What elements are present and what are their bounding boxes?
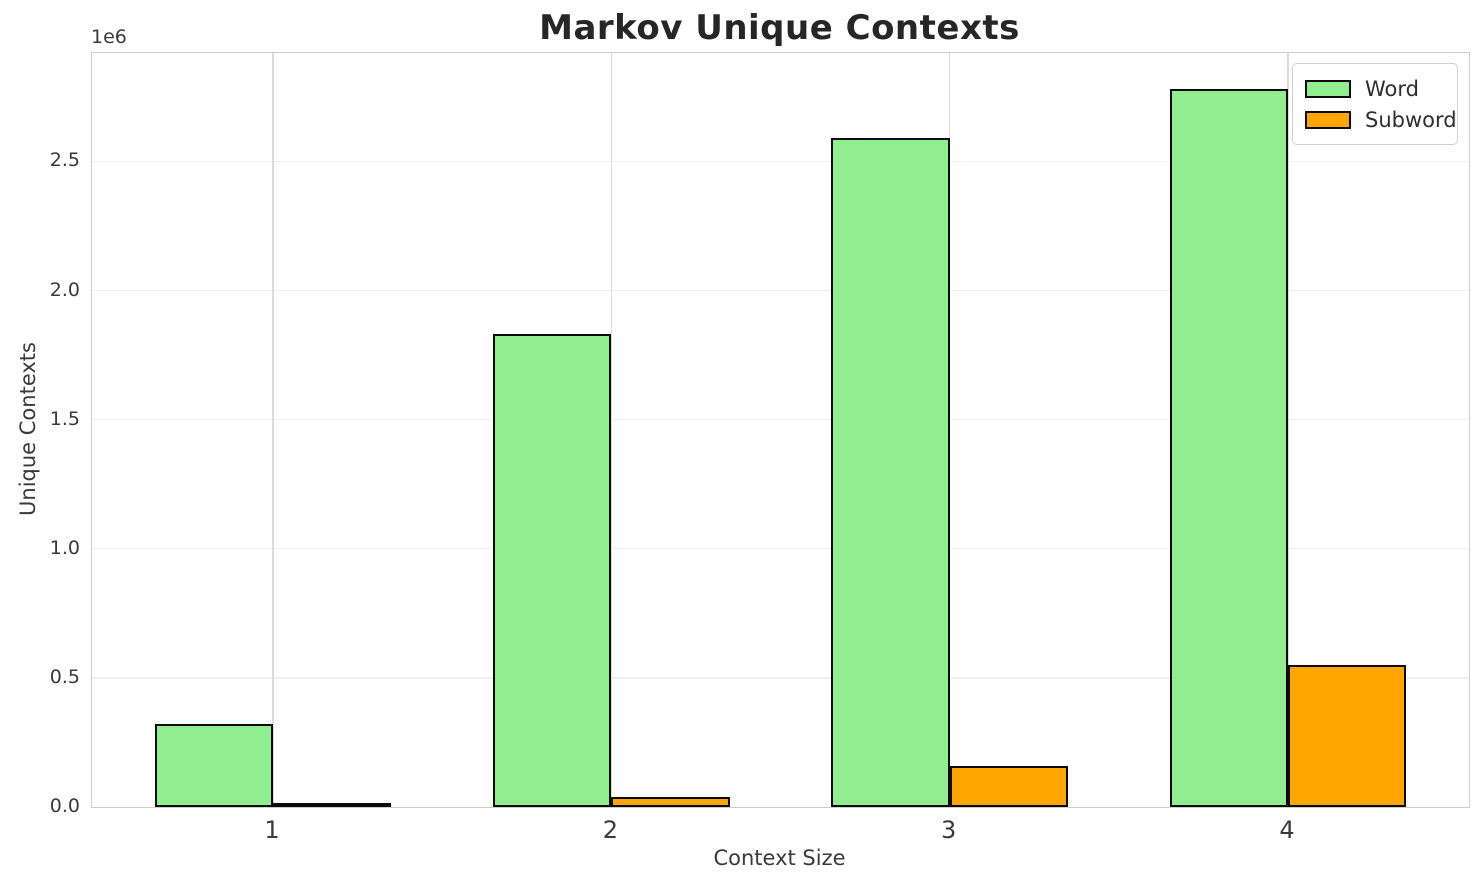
- x-tick-label: 1: [264, 816, 280, 844]
- x-gridline: [272, 53, 274, 807]
- x-tick-label: 2: [602, 816, 618, 844]
- y-tick-label: 1.5: [49, 407, 80, 430]
- y-tick-label: 0.5: [49, 665, 80, 688]
- legend-swatch-subword: [1305, 110, 1351, 129]
- bar-subword-1: [273, 803, 392, 807]
- y-tick-label: 2.5: [49, 149, 80, 172]
- bar-subword-4: [1287, 664, 1407, 807]
- x-tick-label: 4: [1279, 816, 1295, 844]
- y-tick-label: 0.0: [49, 795, 80, 817]
- bar-word-1: [154, 724, 273, 807]
- y-tick-label: 1.0: [49, 536, 80, 559]
- bar-word-2: [492, 334, 612, 807]
- legend-swatch-word: [1305, 79, 1351, 98]
- x-tick-label: 3: [941, 816, 957, 844]
- y-axis-offset-label: 1e6: [91, 26, 127, 48]
- y-gridline: [92, 289, 1469, 292]
- bar-subword-2: [611, 797, 730, 807]
- x-gridline: [949, 53, 951, 807]
- x-gridline: [610, 53, 612, 807]
- y-gridline: [92, 160, 1469, 163]
- bar-subword-3: [949, 765, 1069, 807]
- legend-entry-subword: Subword: [1305, 104, 1457, 135]
- y-gridline: [92, 419, 1469, 421]
- bar-word-4: [1169, 89, 1288, 807]
- y-gridline: [92, 548, 1469, 550]
- x-axis-label: Context Size: [713, 846, 846, 870]
- plot-area: [91, 52, 1470, 808]
- x-gridline: [1287, 53, 1289, 807]
- legend-entry-word: Word: [1305, 73, 1445, 104]
- chart-title: Markov Unique Contexts: [539, 8, 1020, 48]
- y-tick-label: 2.0: [49, 278, 80, 301]
- legend-label: Word: [1365, 76, 1419, 101]
- bar-word-3: [831, 138, 950, 807]
- y-gridline: [92, 677, 1469, 679]
- legend: Word Subword: [1292, 63, 1458, 145]
- legend-label: Subword: [1365, 107, 1457, 132]
